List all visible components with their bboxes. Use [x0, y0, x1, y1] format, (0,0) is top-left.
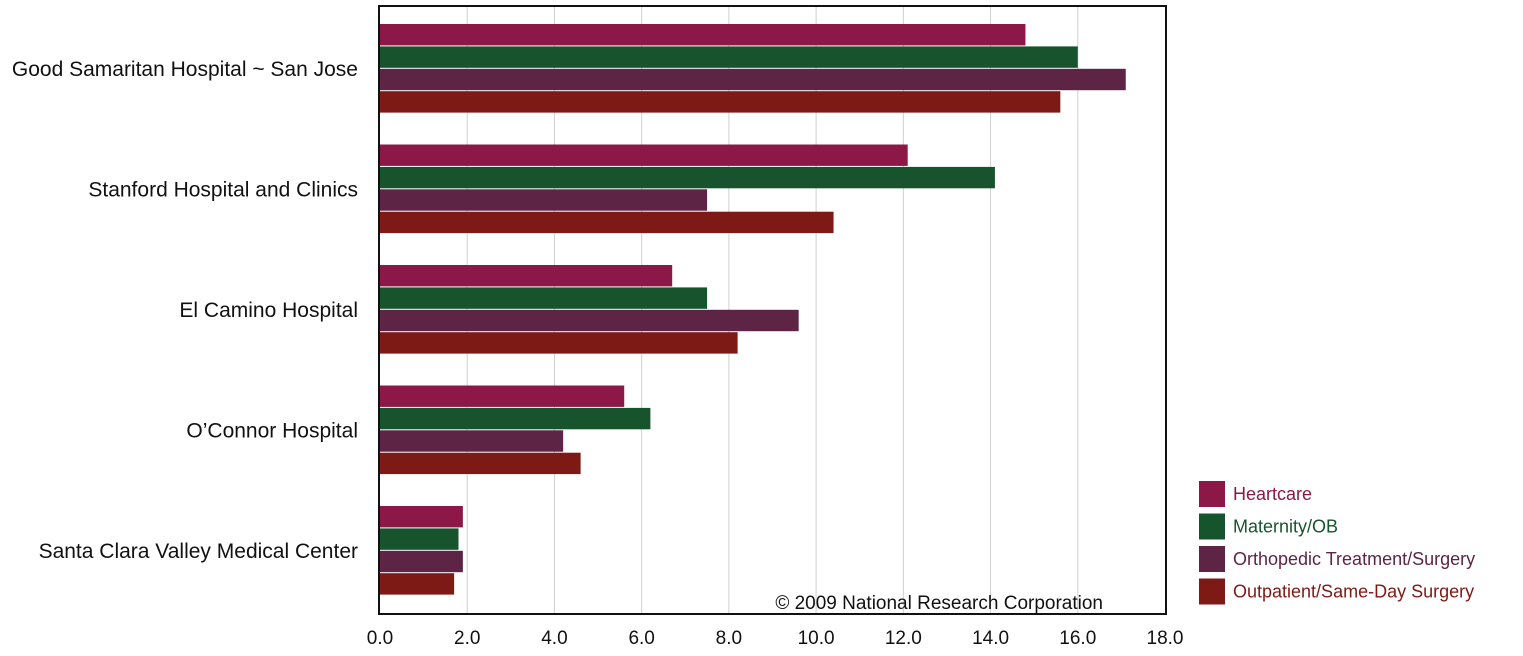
copyright-annotation: © 2009 National Research Corporation — [775, 593, 1103, 614]
bar — [380, 550, 463, 573]
x-tick-label: 16.0 — [1059, 628, 1096, 649]
category-label: Santa Clara Valley Medical Center — [39, 540, 358, 563]
category-labels: Good Samaritan Hospital ~ San Jose Stanfo… — [12, 58, 358, 563]
legend-label: Outpatient/Same-Day Surgery — [1233, 582, 1474, 602]
bar — [380, 189, 708, 211]
bar — [380, 91, 1061, 113]
legend-swatch — [1199, 546, 1225, 572]
bar — [380, 166, 995, 189]
bar — [380, 573, 455, 595]
x-tick-label: 0.0 — [367, 628, 393, 649]
bar — [380, 506, 463, 528]
x-tick-label: 12.0 — [885, 628, 922, 649]
bar — [380, 452, 581, 475]
bars — [380, 24, 1126, 595]
bar — [380, 211, 834, 234]
x-tick-label: 8.0 — [716, 628, 742, 649]
bar — [380, 528, 459, 550]
bar — [380, 407, 651, 430]
bar — [380, 309, 799, 332]
bar — [380, 265, 673, 287]
category-label: El Camino Hospital — [179, 299, 358, 322]
x-tick-label: 10.0 — [798, 628, 835, 649]
legend-label: Orthopedic Treatment/Surgery — [1233, 549, 1475, 569]
bar — [380, 332, 738, 354]
bar — [380, 68, 1126, 91]
category-label: Stanford Hospital and Clinics — [88, 178, 358, 201]
bar — [380, 385, 625, 407]
bar — [380, 46, 1078, 68]
bar — [380, 24, 1026, 46]
category-label: Good Samaritan Hospital ~ San Jose — [12, 58, 358, 81]
x-tick-label: 2.0 — [454, 628, 480, 649]
x-tick-labels: 0.0 2.0 4.0 6.0 8.0 10.0 12.0 14.0 16.0 18.0 — [367, 628, 1184, 649]
category-label: O’Connor Hospital — [186, 419, 358, 442]
legend-label: Maternity/OB — [1233, 517, 1338, 537]
legend-swatch — [1199, 481, 1225, 507]
legend-swatch — [1199, 513, 1225, 540]
bar — [380, 430, 564, 452]
plot-frame — [378, 5, 1167, 615]
x-tick-label: 6.0 — [628, 628, 654, 649]
x-tick-label: 14.0 — [972, 628, 1009, 649]
legend-swatch — [1199, 578, 1225, 605]
bar — [380, 144, 908, 166]
legend-label: Heartcare — [1233, 484, 1312, 504]
bar — [380, 287, 708, 309]
x-tick-label: 4.0 — [541, 628, 567, 649]
x-tick-label: 18.0 — [1147, 628, 1184, 649]
legend: Heartcare Maternity/OB Orthopedic Treatmen… — [1199, 481, 1475, 605]
